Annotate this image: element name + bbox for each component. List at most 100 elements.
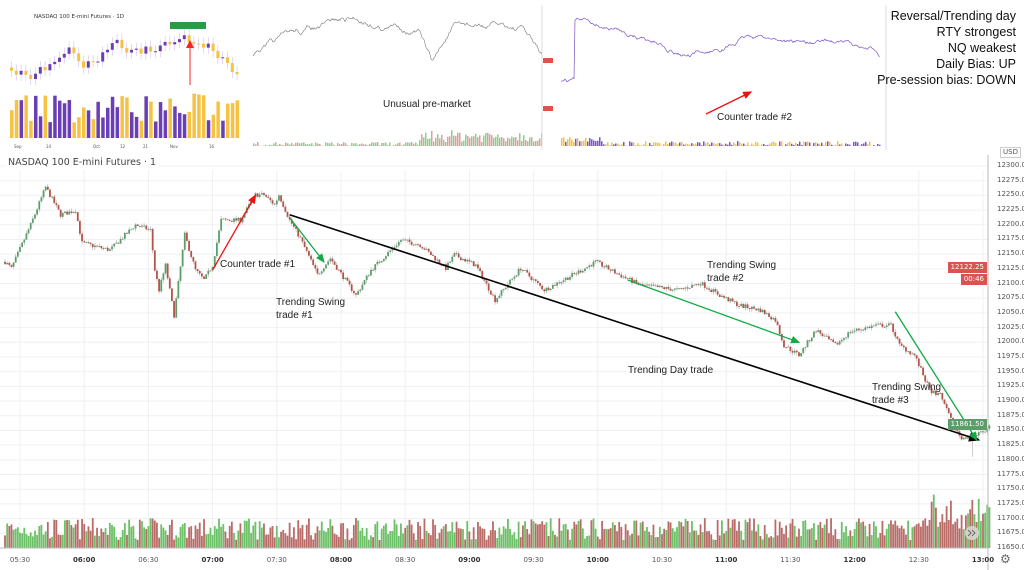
volume-bar bbox=[175, 535, 178, 548]
volume-bar bbox=[971, 500, 974, 548]
volume-bar bbox=[275, 525, 278, 548]
trade-arrow bbox=[289, 214, 981, 442]
candle-body bbox=[132, 228, 135, 230]
inset-candle-body bbox=[154, 51, 157, 53]
volume-bar bbox=[55, 520, 58, 548]
candle-body bbox=[434, 255, 437, 261]
candle-body bbox=[614, 269, 616, 274]
candle-body bbox=[594, 260, 597, 262]
volume-bar bbox=[607, 529, 610, 548]
inset-volume-bar bbox=[216, 101, 220, 138]
candle-body bbox=[141, 225, 143, 227]
inset-volume-bar bbox=[733, 142, 735, 146]
candle-body bbox=[862, 329, 865, 331]
volume-bar bbox=[536, 524, 539, 548]
inset-volume-bar bbox=[149, 101, 153, 138]
volume-bar bbox=[162, 527, 165, 548]
candle-body bbox=[337, 269, 340, 271]
candle-body bbox=[425, 248, 428, 250]
candle-body bbox=[320, 271, 323, 274]
volume-bar bbox=[753, 518, 755, 548]
volume-bar bbox=[457, 528, 460, 548]
price-tick: 12075.00 bbox=[997, 293, 1024, 302]
inset-volume-bar bbox=[687, 143, 689, 146]
volume-bar bbox=[838, 539, 841, 548]
candle-body bbox=[284, 206, 287, 212]
candle-body bbox=[849, 332, 852, 334]
candle-body bbox=[171, 288, 173, 302]
volume-bar bbox=[780, 527, 783, 548]
inset-volume-bar bbox=[801, 145, 803, 146]
candle-body bbox=[988, 425, 991, 429]
volume-bar bbox=[412, 533, 415, 548]
inset-volume-bar bbox=[351, 142, 353, 146]
candle-body bbox=[419, 244, 422, 247]
candle-body bbox=[706, 287, 708, 289]
inset-volume-bar bbox=[106, 107, 110, 138]
inset-volume-bar bbox=[303, 142, 305, 146]
volume-bar bbox=[935, 507, 937, 548]
candle-body bbox=[977, 432, 980, 436]
inset-volume-bar bbox=[671, 141, 673, 146]
volume-bar bbox=[793, 525, 796, 548]
volume-bar bbox=[400, 523, 402, 548]
volume-bar bbox=[243, 520, 246, 548]
inset-volume-bar bbox=[333, 144, 335, 146]
volume-bar bbox=[74, 524, 77, 548]
inset-volume-bar bbox=[861, 144, 863, 146]
gear-icon[interactable]: ⚙ bbox=[1000, 552, 1011, 566]
volume-bar bbox=[857, 518, 860, 548]
candle-body bbox=[79, 221, 81, 234]
candle-body bbox=[308, 250, 310, 256]
volume-bar bbox=[171, 519, 173, 548]
volume-bar bbox=[344, 539, 347, 548]
candle-body bbox=[616, 273, 618, 275]
volume-bar bbox=[881, 520, 884, 548]
volume-bar bbox=[327, 528, 330, 548]
inset-x-label: 16 bbox=[209, 144, 215, 149]
scroll-to-realtime-button[interactable] bbox=[965, 526, 979, 540]
candle-body bbox=[239, 217, 242, 223]
session-notes: Reversal/Trending day RTY strongest NQ w… bbox=[877, 8, 1016, 88]
inset-volume-bar bbox=[709, 144, 711, 146]
inset-volume-bar bbox=[192, 93, 196, 138]
volume-bar bbox=[902, 528, 905, 548]
candle-body bbox=[136, 224, 139, 226]
volume-bar bbox=[635, 520, 638, 548]
inset-volume-bar bbox=[615, 143, 617, 146]
inset-volume-bar bbox=[187, 111, 192, 138]
candle-body bbox=[87, 242, 90, 244]
volume-bar bbox=[40, 524, 43, 548]
volume-bar bbox=[624, 524, 627, 548]
note-line: RTY strongest bbox=[936, 25, 1016, 39]
inset-candle-body bbox=[144, 46, 148, 54]
candle-body bbox=[920, 366, 922, 368]
candle-body bbox=[130, 228, 133, 230]
volume-bar bbox=[207, 533, 210, 548]
inset-volume-bar bbox=[533, 141, 535, 146]
candle-body bbox=[742, 303, 745, 309]
inset-price-line bbox=[252, 16, 543, 61]
inset-volume-bar bbox=[689, 144, 691, 146]
volume-bar bbox=[810, 527, 813, 548]
volume-bar bbox=[126, 534, 128, 548]
inset-volume-bar bbox=[795, 142, 797, 146]
volume-bar bbox=[596, 536, 599, 548]
volume-bar bbox=[778, 521, 781, 548]
volume-bar bbox=[960, 514, 963, 548]
candle-body bbox=[780, 334, 783, 341]
volume-bar bbox=[49, 538, 51, 548]
inset-volume-bar bbox=[797, 143, 799, 146]
volume-bar bbox=[64, 520, 66, 548]
candle-body bbox=[237, 217, 240, 221]
volume-bar bbox=[36, 534, 39, 548]
volume-bar bbox=[864, 525, 867, 548]
volume-bar bbox=[528, 534, 531, 548]
candle-body bbox=[207, 270, 210, 275]
candle-body bbox=[789, 346, 792, 352]
volume-bar bbox=[21, 533, 24, 548]
candle-body bbox=[188, 240, 190, 252]
volume-bar bbox=[256, 539, 259, 548]
trade-arrow bbox=[894, 311, 978, 441]
